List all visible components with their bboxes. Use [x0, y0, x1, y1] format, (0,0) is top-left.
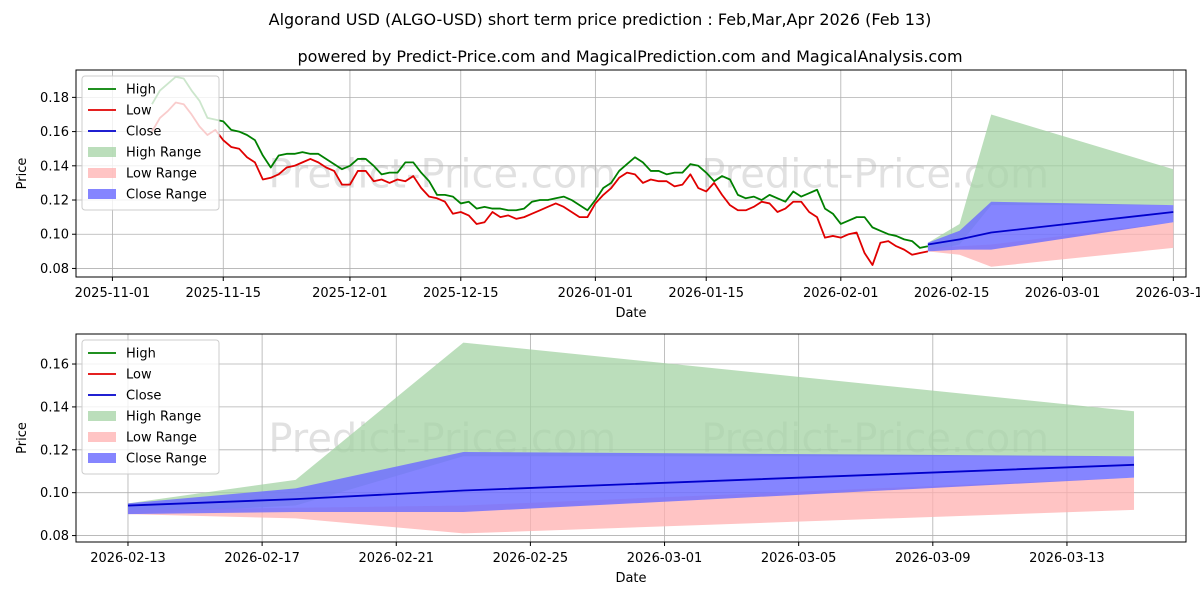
top-legend-label: Low Range: [126, 167, 197, 182]
top-y-tick-label: 0.10: [40, 228, 69, 243]
figure-title: Algorand USD (ALGO-USD) short term price…: [269, 10, 932, 29]
bottom-x-tick-label: 2026-02-13: [90, 551, 166, 566]
top-x-axis-label: Date: [615, 306, 646, 321]
bottom-x-tick-label: 2026-02-17: [224, 551, 300, 566]
top-legend-label: Close Range: [126, 188, 207, 203]
top-x-tick-label: 2026-01-15: [668, 286, 744, 301]
top-y-axis-label: Price: [15, 158, 30, 190]
top-watermark-ghost: Predict-Price.com: [268, 152, 616, 198]
top-x-tick-label: 2025-12-01: [312, 286, 388, 301]
top-plot-area: [151, 75, 1174, 267]
top-x-tick-label: 2026-02-15: [914, 286, 990, 301]
bottom-legend-label: Low: [126, 368, 152, 383]
bottom-x-axis-label: Date: [615, 571, 646, 586]
bottom-y-tick-label: 0.10: [40, 486, 69, 501]
bottom-x-tick-label: 2026-02-21: [358, 551, 434, 566]
bottom-y-tick-label: 0.12: [40, 443, 69, 458]
top-axes-frame: [75, 69, 1187, 278]
bottom-low-range-band: [127, 477, 1135, 534]
top-legend-label: High: [126, 83, 156, 98]
top-x-tick-label: 2026-01-01: [558, 286, 634, 301]
top-high-range-band: [927, 114, 1174, 252]
bottom-legend-label: Close: [126, 389, 161, 404]
bottom-y-axis-label: Price: [15, 422, 30, 454]
bottom-x-tick-label: 2026-03-13: [1029, 551, 1105, 566]
bottom-close-range-band: [127, 451, 1135, 515]
top-y-tick-label: 0.18: [40, 91, 69, 106]
bottom-y-tick-label: 0.14: [40, 400, 69, 415]
bottom-x-tick-label: 2026-03-05: [761, 551, 837, 566]
bottom-close-line: [127, 463, 1135, 507]
top-x-tick-label: 2026-03-15: [1136, 286, 1200, 301]
bottom-plot-area: [127, 342, 1135, 534]
top-low-line: [151, 101, 929, 266]
top-x-tick-label: 2025-11-01: [75, 286, 151, 301]
top-close-line: [927, 211, 1174, 246]
top-legend-label: High Range: [126, 146, 201, 161]
bottom-legend-label: High Range: [126, 410, 201, 425]
bottom-legend-label: Low Range: [126, 431, 197, 446]
bottom-x-tick-label: 2026-03-01: [627, 551, 703, 566]
bottom-y-tick-label: 0.08: [40, 529, 69, 544]
top-x-tick-label: 2026-02-01: [803, 286, 879, 301]
bottom-axes-frame: [75, 333, 1187, 543]
bottom-chart-panel: Predict-Price.comPredict-Price.comPredic…: [15, 333, 1187, 586]
top-legend-box: [81, 75, 220, 211]
top-x-tick-label: 2026-03-01: [1025, 286, 1101, 301]
bottom-legend-swatch-low-range: [88, 432, 116, 442]
bottom-legend-swatch-close-range: [88, 453, 116, 463]
top-high-line: [151, 75, 929, 249]
top-legend-swatch-low-range: [88, 168, 116, 178]
top-x-tick-label: 2025-11-15: [185, 286, 261, 301]
figure-subtitle: powered by Predict-Price.com and Magical…: [297, 47, 962, 66]
bottom-y-tick-label: 0.16: [40, 358, 69, 373]
bottom-legend-box: [81, 339, 220, 475]
bottom-x-tick-label: 2026-03-09: [895, 551, 971, 566]
top-low-range-band: [927, 222, 1174, 267]
bottom-legend-swatch-high-range: [88, 411, 116, 421]
top-x-tick-label: 2025-12-15: [423, 286, 499, 301]
bottom-legend-label: Close Range: [126, 452, 207, 467]
bottom-legend-label: High: [126, 347, 156, 362]
top-legend-swatch-close-range: [88, 189, 116, 199]
top-y-tick-label: 0.16: [40, 125, 69, 140]
bottom-x-tick-label: 2026-02-25: [493, 551, 569, 566]
top-legend-label: Low: [126, 104, 152, 119]
top-y-tick-label: 0.12: [40, 194, 69, 209]
top-y-tick-label: 0.08: [40, 262, 69, 277]
top-y-tick-label: 0.14: [40, 159, 69, 174]
top-legend-label: Close: [126, 125, 161, 140]
top-legend-swatch-high-range: [88, 147, 116, 157]
